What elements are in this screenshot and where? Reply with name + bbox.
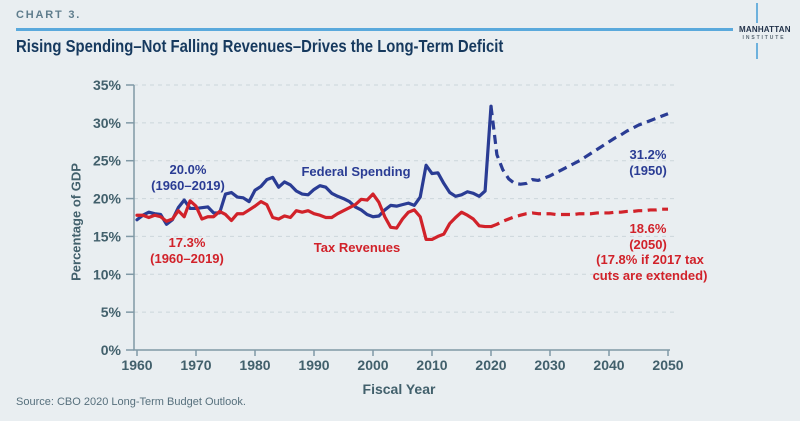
x-tick-label: 2050: [652, 357, 683, 373]
x-tick-label: 2030: [534, 357, 565, 373]
y-tick-label: 25%: [93, 153, 122, 169]
y-tick-label: 5%: [101, 304, 122, 320]
annotation-end-spending: 31.2% (1950): [629, 147, 667, 178]
annotation-line: 31.2%: [629, 147, 667, 162]
series-line-dashed: [489, 106, 669, 186]
x-tick-label: 1960: [121, 357, 152, 373]
annotation-line: 18.6%: [629, 221, 667, 236]
y-tick-label: 30%: [93, 115, 122, 131]
annotation-line: 20.0%: [169, 162, 207, 177]
accent-rule: [16, 28, 733, 31]
series-line-dashed: [490, 207, 668, 229]
y-axis-title: Percentage of GDP: [68, 163, 84, 281]
series-label-tax-revenues: Tax Revenues: [313, 240, 401, 255]
y-tick-label: 15%: [93, 228, 122, 244]
annotation-tax-cuts-note: (17.8% if 2017 tax cuts are extended): [593, 252, 708, 283]
annotation-line: (17.8% if 2017 tax: [596, 252, 704, 267]
annotation-line: cuts are extended): [592, 267, 708, 283]
page-title: Rising Spending–Not Falling Revenues–Dri…: [16, 36, 504, 56]
x-tick-label: 1980: [239, 357, 270, 373]
annotation-line: (2050): [629, 236, 667, 252]
annotation-end-revenues: 18.6% (2050): [629, 221, 667, 252]
series-label-federal-spending: Federal Spending: [301, 164, 411, 179]
x-tick-label: 2040: [593, 357, 624, 373]
x-tick-label: 1990: [298, 357, 329, 373]
annotation-line: (1960–2019): [151, 177, 225, 193]
y-tick-label: 20%: [93, 191, 122, 207]
logo-name: MANHATTAN: [739, 25, 791, 34]
x-tick-label: 2000: [357, 357, 388, 373]
annotation-avg-revenues: 17.3% (1960–2019): [150, 235, 224, 266]
source-note: Source: CBO 2020 Long-Term Budget Outloo…: [16, 396, 246, 408]
logo-subname: INSTITUTE: [742, 35, 786, 41]
y-tick-label: 0%: [101, 342, 122, 358]
chart-kicker: CHART 3.: [16, 9, 82, 21]
x-tick-label: 2020: [475, 357, 506, 373]
annotation-line: (1960–2019): [150, 250, 224, 266]
annotation-avg-spending: 20.0% (1960–2019): [151, 162, 225, 193]
annotation-line: (1950): [629, 162, 667, 178]
y-tick-label: 10%: [93, 266, 122, 282]
x-axis-title: Fiscal Year: [362, 381, 436, 397]
manhattan-institute-logo: MANHATTAN INSTITUTE: [739, 23, 791, 43]
annotation-line: 17.3%: [168, 235, 206, 250]
x-tick-label: 1970: [180, 357, 211, 373]
series-line-solid: [135, 192, 493, 242]
y-tick-label: 35%: [93, 77, 122, 93]
x-tick-label: 2010: [416, 357, 447, 373]
